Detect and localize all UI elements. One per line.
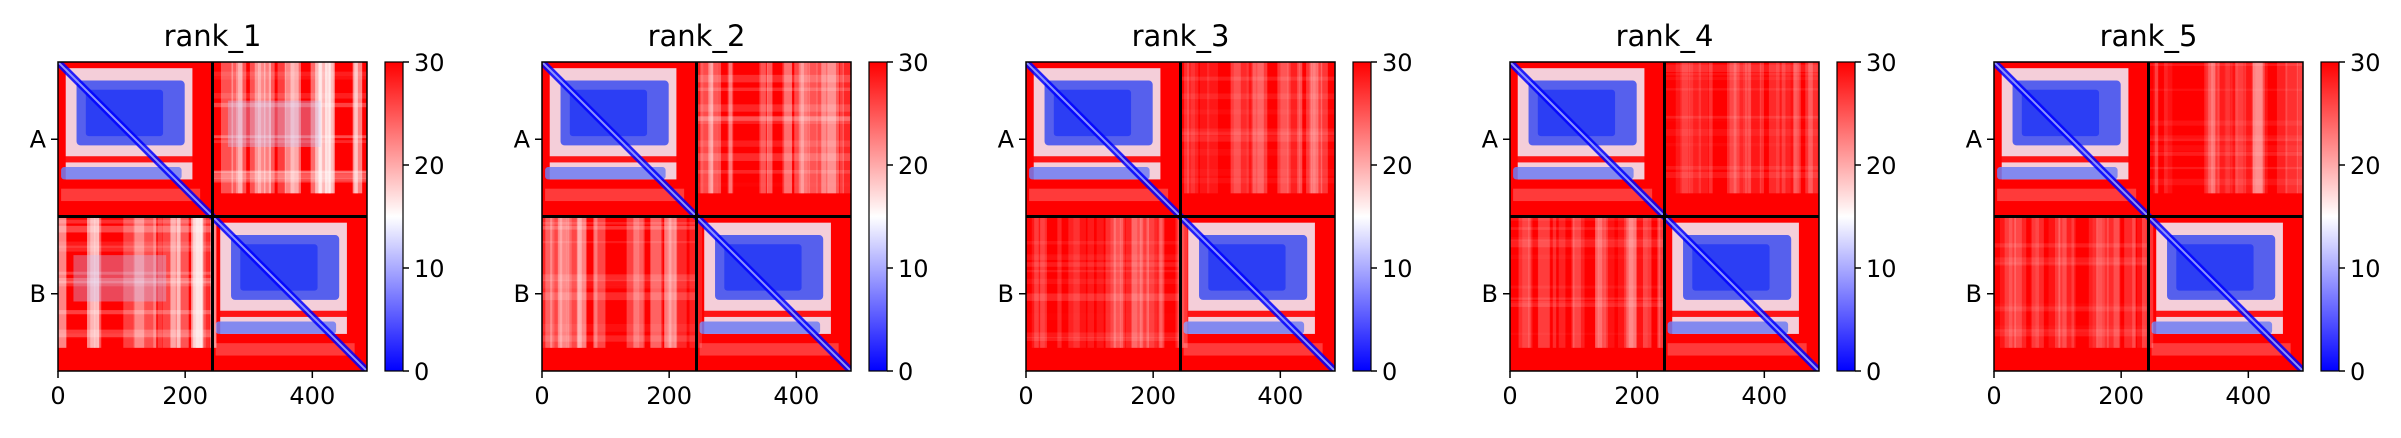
y-tick-label: A <box>514 125 531 153</box>
x-tick-label: 200 <box>1614 382 1660 410</box>
colorbar-tick-label: 30 <box>898 49 929 77</box>
colorbar-tick-label: 20 <box>414 152 445 180</box>
x-tick-label: 400 <box>289 382 335 410</box>
plot-frame <box>1509 61 1820 372</box>
panel-4: rank_4 0 200 400 A B 0 10 20 30 <box>1482 19 1897 410</box>
colorbar-tick-label: 20 <box>2350 152 2381 180</box>
panel-title: rank_2 <box>648 19 746 53</box>
colorbar <box>1836 61 1856 372</box>
colorbar-tick-label: 0 <box>898 358 913 386</box>
panel-2: rank_2 0 200 400 A B 0 10 20 30 <box>514 19 929 410</box>
plot-frame <box>1993 61 2304 372</box>
x-tick-label: 400 <box>773 382 819 410</box>
plot-frame <box>541 61 852 372</box>
colorbar-tick-label: 0 <box>1866 358 1881 386</box>
colorbar-tick-label: 10 <box>414 255 445 283</box>
panel-title: rank_4 <box>1616 19 1714 53</box>
colorbar-tick-label: 10 <box>2350 255 2381 283</box>
colorbar-tick-label: 10 <box>898 255 929 283</box>
colorbar-tick-label: 0 <box>2350 358 2365 386</box>
y-tick-label: B <box>514 280 530 308</box>
colorbar-tick-label: 30 <box>414 49 445 77</box>
y-tick-label: B <box>1482 280 1498 308</box>
x-tick-label: 0 <box>1018 382 1033 410</box>
colorbar-tick-label: 10 <box>1382 255 1413 283</box>
colorbar <box>384 61 404 372</box>
x-tick-label: 200 <box>162 382 208 410</box>
x-tick-label: 0 <box>50 382 65 410</box>
y-tick-label: A <box>998 125 1015 153</box>
colorbar-tick-label: 30 <box>1866 49 1897 77</box>
y-tick-label: B <box>998 280 1014 308</box>
y-tick-label: A <box>1482 125 1499 153</box>
y-tick-label: A <box>1966 125 1983 153</box>
colorbar-tick-label: 10 <box>1866 255 1897 283</box>
y-tick-label: B <box>30 280 46 308</box>
x-tick-label: 0 <box>534 382 549 410</box>
panel-title: rank_5 <box>2100 19 2198 53</box>
plot-frame <box>57 61 368 372</box>
colorbar <box>1352 61 1372 372</box>
colorbar-tick-label: 20 <box>1382 152 1413 180</box>
x-tick-label: 200 <box>1130 382 1176 410</box>
pae-heatmap <box>58 62 367 371</box>
colorbar-tick-label: 30 <box>2350 49 2381 77</box>
colorbar-tick-label: 20 <box>1866 152 1897 180</box>
x-tick-label: 400 <box>1741 382 1787 410</box>
x-tick-label: 200 <box>2098 382 2144 410</box>
colorbar-tick-label: 0 <box>1382 358 1397 386</box>
panel-3: rank_3 0 200 400 A B 0 10 20 30 <box>998 19 1413 410</box>
panel-title: rank_3 <box>1132 19 1230 53</box>
panel-1: rank_1 0 200 400 A B 0 10 20 30 <box>30 19 445 410</box>
colorbar <box>868 61 888 372</box>
plot-frame <box>1025 61 1336 372</box>
colorbar-tick-label: 20 <box>898 152 929 180</box>
x-tick-label: 0 <box>1502 382 1517 410</box>
colorbar-tick-label: 30 <box>1382 49 1413 77</box>
colorbar-tick-label: 0 <box>414 358 429 386</box>
x-tick-label: 400 <box>1257 382 1303 410</box>
panel-title: rank_1 <box>164 19 262 53</box>
y-tick-label: A <box>30 125 47 153</box>
panel-5: rank_5 0 200 400 A B 0 10 20 30 <box>1966 19 2381 410</box>
x-tick-label: 200 <box>646 382 692 410</box>
y-tick-label: B <box>1966 280 1982 308</box>
x-tick-label: 0 <box>1986 382 2001 410</box>
x-tick-label: 400 <box>2225 382 2271 410</box>
colorbar <box>2320 61 2340 372</box>
